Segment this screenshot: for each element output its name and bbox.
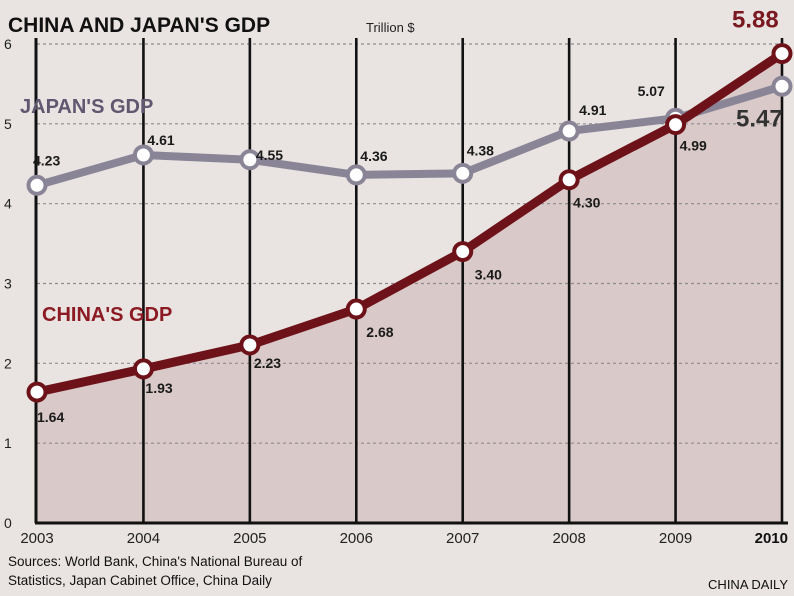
series-label-china: CHINA'S GDP [42, 304, 172, 326]
japan-data-label-2007: 4.38 [467, 142, 494, 158]
china-data-label-2003: 1.64 [37, 409, 64, 425]
japan-data-label-2004: 4.61 [147, 132, 174, 148]
china-point-2006 [345, 298, 367, 320]
chart-source-line-2: Statistics, Japan Cabinet Office, China … [8, 573, 272, 588]
x-tick-label-2010: 2010 [755, 530, 788, 547]
china-point-2005 [239, 334, 261, 356]
y-tick-label-2: 2 [4, 355, 12, 371]
series-label-japan: JAPAN'S GDP [20, 96, 153, 118]
japan-data-label-2010: 5.47 [736, 105, 783, 132]
china-point-2007 [452, 241, 474, 263]
china-point-2004 [132, 358, 154, 380]
china-data-label-2005: 2.23 [254, 355, 281, 371]
x-tick-label-2006: 2006 [340, 530, 373, 547]
japan-data-label-2003: 4.23 [33, 152, 60, 168]
y-tick-label-4: 4 [4, 196, 12, 212]
china-data-label-2008: 4.30 [573, 195, 600, 211]
y-tick-label-1: 1 [4, 435, 12, 451]
x-tick-label-2008: 2008 [552, 530, 585, 547]
x-tick-label-2003: 2003 [20, 530, 53, 547]
y-tick-label-6: 6 [4, 36, 12, 52]
japan-point-2006 [345, 164, 367, 186]
japan-data-label-2008: 4.91 [579, 102, 606, 118]
y-tick-label-0: 0 [4, 515, 12, 531]
chart-unit: Trillion $ [366, 20, 415, 35]
china-data-label-2009: 4.99 [680, 138, 707, 154]
japan-data-label-2009: 5.07 [638, 83, 665, 99]
china-data-label-2010: 5.88 [732, 7, 779, 34]
x-tick-label-2005: 2005 [233, 530, 266, 547]
x-tick-label-2007: 2007 [446, 530, 479, 547]
china-data-label-2006: 2.68 [366, 324, 393, 340]
japan-data-label-2006: 4.36 [360, 148, 387, 164]
y-tick-label-3: 3 [4, 276, 12, 292]
china-data-label-2004: 1.93 [145, 380, 172, 396]
china-point-2009 [665, 114, 687, 136]
china-point-2008 [558, 169, 580, 191]
china-data-label-2007: 3.40 [475, 267, 502, 283]
y-tick-label-5: 5 [4, 116, 12, 132]
china-point-2010 [771, 43, 793, 65]
japan-point-2004 [132, 144, 154, 166]
japan-point-2005 [239, 149, 261, 171]
japan-point-2003 [26, 174, 48, 196]
series-line-japan [33, 82, 786, 190]
japan-point-2010 [771, 75, 793, 97]
china-point-2003 [26, 381, 48, 403]
chart-source-line-1: Sources: World Bank, China's National Bu… [8, 554, 302, 569]
chart-title: CHINA AND JAPAN'S GDP [8, 14, 270, 37]
x-tick-label-2009: 2009 [659, 530, 692, 547]
series-line-china [32, 49, 787, 397]
japan-data-label-2005: 4.55 [256, 147, 283, 163]
chart-credit: CHINA DAILY [708, 577, 788, 592]
japan-point-2008 [558, 120, 580, 142]
japan-point-2007 [452, 162, 474, 184]
x-tick-label-2004: 2004 [127, 530, 160, 547]
